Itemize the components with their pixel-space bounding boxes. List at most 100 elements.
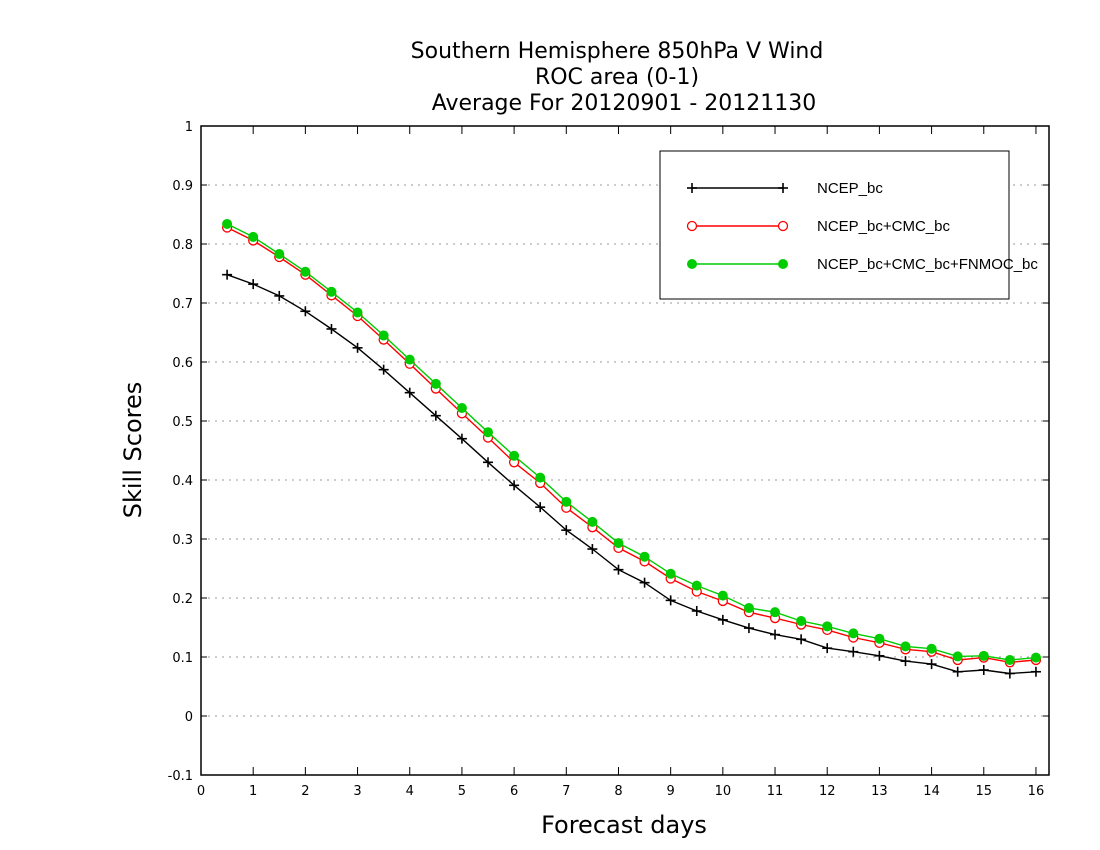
x-tick-label: 3 [353,784,361,799]
data-point [796,634,807,645]
chart-title-line-1: Southern Hemisphere 850hPa V Wind [411,39,824,64]
data-point [326,286,337,297]
data-point [483,427,494,438]
y-tick-label: 0.6 [172,356,193,371]
data-point [456,433,467,444]
data-point [1030,666,1041,677]
data-point [222,218,233,229]
data-point [822,621,833,632]
legend-marker [686,220,698,232]
data-point [926,659,937,670]
legend-label: NCEP_bc [817,180,883,197]
data-point [770,607,781,618]
data-point [639,577,650,588]
y-tick-label: 0 [185,710,193,725]
data-point [900,641,911,652]
y-tick-label: 0.4 [172,474,193,489]
y-axis: -0.1 0 0.1 0.2 0.3 0.4 0.5 0.6 0.7 0.8 0.9 1 [168,120,1049,784]
x-tick-label: 6 [510,784,518,799]
x-tick-label: 11 [767,784,784,799]
data-point [743,603,754,614]
y-tick-label: 0.2 [172,592,193,607]
data-point [587,516,598,527]
data-point [770,629,781,640]
y-tick-label: 0.7 [172,297,193,312]
data-point [665,568,676,579]
chart-title-line-3: Average For 20120901 - 20121130 [432,91,817,116]
legend-marker [777,220,789,232]
data-point [248,279,259,290]
data-point [352,342,363,353]
x-tick-label: 14 [923,784,940,799]
x-tick-label: 5 [458,784,466,799]
series-3 [222,218,1041,665]
data-point [274,249,285,260]
data-point [822,643,833,654]
x-tick-label: 4 [406,784,414,799]
data-point [587,544,598,555]
series-line [226,274,1037,675]
data-point [978,650,989,661]
x-tick-label: 1 [249,784,257,799]
x-tick-label: 9 [667,784,675,799]
x-tick-label: 8 [614,784,622,799]
legend-label: NCEP_bc+CMC_bc+FNMOC_bc [817,256,1038,273]
data-point [691,605,702,616]
series-1 [222,269,1041,679]
legend-items: NCEP_bc NCEP_bc+CMC_bc NCEP_bc+CMC_bc+FNMO… [686,180,1038,273]
data-point [509,450,520,461]
data-point [874,633,885,644]
data-point [717,614,728,625]
x-tick-label: 10 [715,784,732,799]
data-point [665,595,676,606]
x-tick-label: 0 [197,784,205,799]
data-point [978,664,989,675]
data-point [535,502,546,513]
x-tick-label: 12 [819,784,836,799]
data-point [300,266,311,277]
data-point [483,457,494,468]
data-point [561,496,572,507]
data-point [274,290,285,301]
legend-marker [687,259,697,269]
data-point [509,480,520,491]
data-point [404,354,415,365]
data-point [874,650,885,661]
x-tick-label: 15 [975,784,992,799]
x-tick-label: 2 [301,784,309,799]
data-point [352,307,363,318]
data-point [378,330,389,341]
y-tick-label: -0.1 [168,769,193,784]
data-point [248,231,259,242]
x-axis: 0 1 2 3 4 5 6 7 8 9 10 11 12 13 14 15 16 [197,126,1044,799]
legend-label: NCEP_bc+CMC_bc [817,218,950,235]
data-point [848,628,859,639]
data-point [404,387,415,398]
data-point [1030,652,1041,663]
data-point [430,410,441,421]
y-tick-label: 1 [185,120,193,135]
data-point [613,564,624,575]
legend-item-3: NCEP_bc+CMC_bc+FNMOC_bc [687,256,1038,273]
data-point [691,580,702,591]
data-point [561,525,572,536]
data-point [743,623,754,634]
legend-marker [778,259,788,269]
legend-item-1: NCEP_bc [687,180,883,197]
data-point [796,616,807,627]
data-point [326,323,337,334]
chart-title-line-2: ROC area (0-1) [535,65,699,90]
x-axis-label: Forecast days [541,811,707,839]
data-point [378,364,389,375]
data-point [1004,654,1015,665]
data-point [639,551,650,562]
data-point [456,403,467,414]
y-tick-label: 0.8 [172,238,193,253]
data-point [952,651,963,662]
data-point [926,643,937,654]
y-tick-label: 0.5 [172,415,193,430]
x-tick-label: 7 [562,784,570,799]
series-layer [221,218,1042,679]
data-point [430,378,441,389]
